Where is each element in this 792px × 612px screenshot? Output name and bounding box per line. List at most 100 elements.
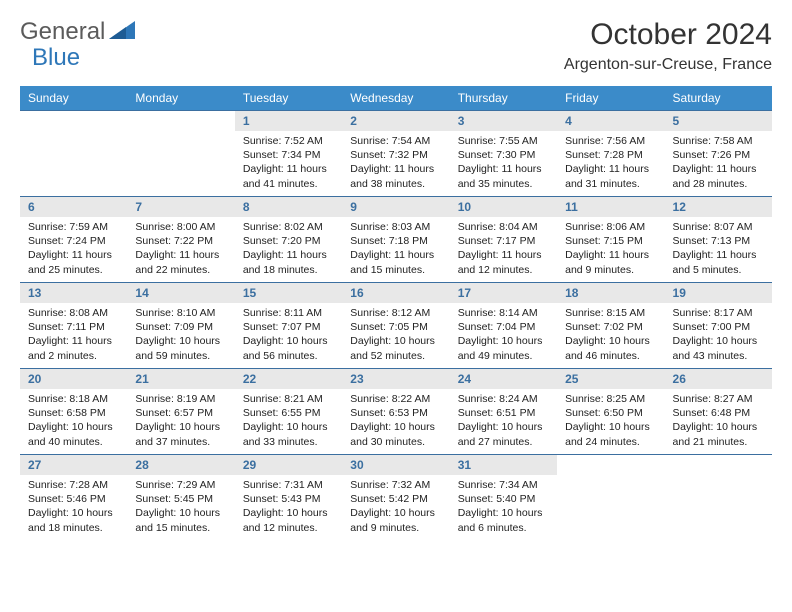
day-number: 18: [557, 283, 664, 303]
calendar-day-cell: 3Sunrise: 7:55 AMSunset: 7:30 PMDaylight…: [450, 111, 557, 197]
day-details: Sunrise: 7:31 AMSunset: 5:43 PMDaylight:…: [235, 475, 342, 539]
day-details: Sunrise: 8:11 AMSunset: 7:07 PMDaylight:…: [235, 303, 342, 367]
calendar-day-cell: ..: [557, 455, 664, 541]
weekday-header: Saturday: [665, 86, 772, 111]
day-details: Sunrise: 8:03 AMSunset: 7:18 PMDaylight:…: [342, 217, 449, 281]
calendar-day-cell: ..: [127, 111, 234, 197]
brand-text-blue: Blue: [32, 44, 80, 71]
day-number: 25: [557, 369, 664, 389]
calendar-week-row: ....1Sunrise: 7:52 AMSunset: 7:34 PMDayl…: [20, 111, 772, 197]
calendar-day-cell: 9Sunrise: 8:03 AMSunset: 7:18 PMDaylight…: [342, 197, 449, 283]
day-details: Sunrise: 8:15 AMSunset: 7:02 PMDaylight:…: [557, 303, 664, 367]
calendar-day-cell: 26Sunrise: 8:27 AMSunset: 6:48 PMDayligh…: [665, 369, 772, 455]
day-number: 28: [127, 455, 234, 475]
day-number: 20: [20, 369, 127, 389]
calendar-day-cell: 28Sunrise: 7:29 AMSunset: 5:45 PMDayligh…: [127, 455, 234, 541]
weekday-header: Monday: [127, 86, 234, 111]
calendar-day-cell: 11Sunrise: 8:06 AMSunset: 7:15 PMDayligh…: [557, 197, 664, 283]
calendar-day-cell: 24Sunrise: 8:24 AMSunset: 6:51 PMDayligh…: [450, 369, 557, 455]
day-number: 23: [342, 369, 449, 389]
month-title: October 2024: [564, 18, 772, 52]
day-number: 11: [557, 197, 664, 217]
day-details: Sunrise: 7:52 AMSunset: 7:34 PMDaylight:…: [235, 131, 342, 195]
day-details: Sunrise: 8:02 AMSunset: 7:20 PMDaylight:…: [235, 217, 342, 281]
calendar-day-cell: ..: [665, 455, 772, 541]
calendar-day-cell: 10Sunrise: 8:04 AMSunset: 7:17 PMDayligh…: [450, 197, 557, 283]
day-number: 10: [450, 197, 557, 217]
calendar-day-cell: 16Sunrise: 8:12 AMSunset: 7:05 PMDayligh…: [342, 283, 449, 369]
calendar-week-row: 27Sunrise: 7:28 AMSunset: 5:46 PMDayligh…: [20, 455, 772, 541]
day-details: Sunrise: 7:59 AMSunset: 7:24 PMDaylight:…: [20, 217, 127, 281]
calendar-week-row: 6Sunrise: 7:59 AMSunset: 7:24 PMDaylight…: [20, 197, 772, 283]
day-details: Sunrise: 8:06 AMSunset: 7:15 PMDaylight:…: [557, 217, 664, 281]
day-number: 8: [235, 197, 342, 217]
calendar-table: SundayMondayTuesdayWednesdayThursdayFrid…: [20, 86, 772, 541]
calendar-day-cell: 15Sunrise: 8:11 AMSunset: 7:07 PMDayligh…: [235, 283, 342, 369]
day-number: 9: [342, 197, 449, 217]
day-details: Sunrise: 8:27 AMSunset: 6:48 PMDaylight:…: [665, 389, 772, 453]
calendar-day-cell: 1Sunrise: 7:52 AMSunset: 7:34 PMDaylight…: [235, 111, 342, 197]
day-details: Sunrise: 7:29 AMSunset: 5:45 PMDaylight:…: [127, 475, 234, 539]
brand-triangle-icon: [109, 21, 135, 44]
calendar-day-cell: 5Sunrise: 7:58 AMSunset: 7:26 PMDaylight…: [665, 111, 772, 197]
day-details: Sunrise: 8:17 AMSunset: 7:00 PMDaylight:…: [665, 303, 772, 367]
day-details: Sunrise: 7:56 AMSunset: 7:28 PMDaylight:…: [557, 131, 664, 195]
calendar-day-cell: ..: [20, 111, 127, 197]
calendar-day-cell: 23Sunrise: 8:22 AMSunset: 6:53 PMDayligh…: [342, 369, 449, 455]
calendar-day-cell: 14Sunrise: 8:10 AMSunset: 7:09 PMDayligh…: [127, 283, 234, 369]
day-number: 5: [665, 111, 772, 131]
day-number: 24: [450, 369, 557, 389]
calendar-week-row: 13Sunrise: 8:08 AMSunset: 7:11 PMDayligh…: [20, 283, 772, 369]
day-details: Sunrise: 8:21 AMSunset: 6:55 PMDaylight:…: [235, 389, 342, 453]
calendar-day-cell: 25Sunrise: 8:25 AMSunset: 6:50 PMDayligh…: [557, 369, 664, 455]
weekday-header-row: SundayMondayTuesdayWednesdayThursdayFrid…: [20, 86, 772, 111]
day-details: Sunrise: 7:28 AMSunset: 5:46 PMDaylight:…: [20, 475, 127, 539]
calendar-day-cell: 8Sunrise: 8:02 AMSunset: 7:20 PMDaylight…: [235, 197, 342, 283]
day-details: Sunrise: 8:07 AMSunset: 7:13 PMDaylight:…: [665, 217, 772, 281]
weekday-header: Wednesday: [342, 86, 449, 111]
calendar-day-cell: 4Sunrise: 7:56 AMSunset: 7:28 PMDaylight…: [557, 111, 664, 197]
day-number: 27: [20, 455, 127, 475]
calendar-day-cell: 22Sunrise: 8:21 AMSunset: 6:55 PMDayligh…: [235, 369, 342, 455]
day-details: Sunrise: 7:54 AMSunset: 7:32 PMDaylight:…: [342, 131, 449, 195]
day-details: Sunrise: 7:58 AMSunset: 7:26 PMDaylight:…: [665, 131, 772, 195]
day-number: 26: [665, 369, 772, 389]
calendar-day-cell: 17Sunrise: 8:14 AMSunset: 7:04 PMDayligh…: [450, 283, 557, 369]
day-details: Sunrise: 8:04 AMSunset: 7:17 PMDaylight:…: [450, 217, 557, 281]
calendar-day-cell: 27Sunrise: 7:28 AMSunset: 5:46 PMDayligh…: [20, 455, 127, 541]
day-number: 2: [342, 111, 449, 131]
day-number: 21: [127, 369, 234, 389]
day-number: 1: [235, 111, 342, 131]
brand-logo: General: [20, 18, 137, 46]
weekday-header: Thursday: [450, 86, 557, 111]
header: General October 2024 Argenton-sur-Creuse…: [20, 18, 772, 74]
day-details: Sunrise: 8:18 AMSunset: 6:58 PMDaylight:…: [20, 389, 127, 453]
day-details: Sunrise: 7:32 AMSunset: 5:42 PMDaylight:…: [342, 475, 449, 539]
calendar-body: ....1Sunrise: 7:52 AMSunset: 7:34 PMDayl…: [20, 111, 772, 541]
calendar-day-cell: 21Sunrise: 8:19 AMSunset: 6:57 PMDayligh…: [127, 369, 234, 455]
day-number: 13: [20, 283, 127, 303]
calendar-day-cell: 31Sunrise: 7:34 AMSunset: 5:40 PMDayligh…: [450, 455, 557, 541]
day-details: Sunrise: 8:24 AMSunset: 6:51 PMDaylight:…: [450, 389, 557, 453]
day-number: 4: [557, 111, 664, 131]
location-text: Argenton-sur-Creuse, France: [564, 56, 772, 74]
day-number: 12: [665, 197, 772, 217]
title-block: October 2024 Argenton-sur-Creuse, France: [564, 18, 772, 74]
calendar-day-cell: 29Sunrise: 7:31 AMSunset: 5:43 PMDayligh…: [235, 455, 342, 541]
calendar-day-cell: 13Sunrise: 8:08 AMSunset: 7:11 PMDayligh…: [20, 283, 127, 369]
calendar-day-cell: 2Sunrise: 7:54 AMSunset: 7:32 PMDaylight…: [342, 111, 449, 197]
day-details: Sunrise: 8:19 AMSunset: 6:57 PMDaylight:…: [127, 389, 234, 453]
calendar-day-cell: 12Sunrise: 8:07 AMSunset: 7:13 PMDayligh…: [665, 197, 772, 283]
day-details: Sunrise: 7:55 AMSunset: 7:30 PMDaylight:…: [450, 131, 557, 195]
weekday-header: Sunday: [20, 86, 127, 111]
day-number: 29: [235, 455, 342, 475]
day-number: 6: [20, 197, 127, 217]
day-details: Sunrise: 8:14 AMSunset: 7:04 PMDaylight:…: [450, 303, 557, 367]
calendar-day-cell: 19Sunrise: 8:17 AMSunset: 7:00 PMDayligh…: [665, 283, 772, 369]
day-number: 22: [235, 369, 342, 389]
calendar-day-cell: 7Sunrise: 8:00 AMSunset: 7:22 PMDaylight…: [127, 197, 234, 283]
day-number: 31: [450, 455, 557, 475]
day-number: 7: [127, 197, 234, 217]
day-details: Sunrise: 8:12 AMSunset: 7:05 PMDaylight:…: [342, 303, 449, 367]
weekday-header: Tuesday: [235, 86, 342, 111]
